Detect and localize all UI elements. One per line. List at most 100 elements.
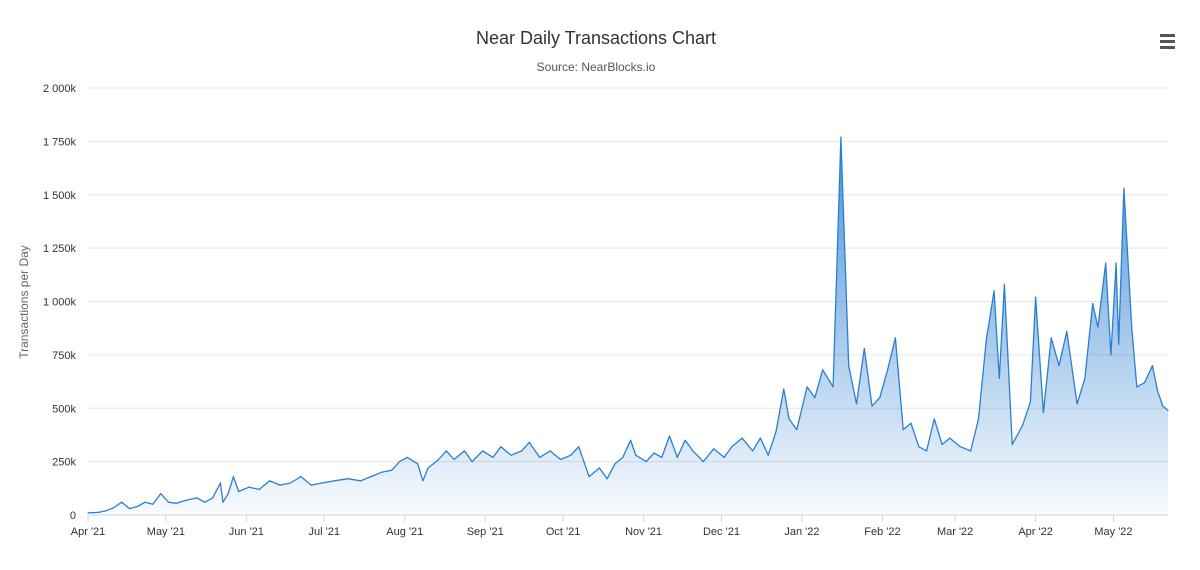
data-point — [232, 476, 234, 478]
data-point — [676, 456, 678, 458]
data-point — [635, 454, 637, 456]
data-point — [848, 365, 850, 367]
data-point — [417, 463, 419, 465]
data-point — [941, 443, 943, 446]
data-point — [1029, 401, 1031, 403]
data-point — [347, 478, 349, 480]
data-point — [310, 484, 312, 486]
data-point — [1123, 187, 1125, 189]
x-tick-label: May '21 — [147, 526, 185, 538]
data-point — [949, 437, 951, 439]
grid-lines — [88, 87, 1168, 516]
data-point — [248, 486, 250, 488]
data-point — [1115, 262, 1117, 264]
data-point — [1118, 343, 1120, 345]
data-point — [360, 480, 362, 482]
data-point — [482, 450, 484, 452]
data-point — [933, 418, 935, 420]
plot-area — [87, 136, 1169, 515]
data-point — [993, 290, 995, 292]
data-point — [894, 337, 897, 339]
y-axis-ticks: 0 250k 500k 750k 1 000k 1 250k 1 500k 1 750k 2 0… — [43, 83, 77, 522]
data-point — [630, 439, 632, 441]
x-tick-label: Mar '22 — [937, 526, 973, 538]
data-point — [998, 377, 1000, 379]
data-point — [598, 467, 601, 469]
data-point — [684, 439, 686, 441]
data-point — [902, 429, 904, 431]
data-point — [422, 480, 424, 482]
data-point — [321, 482, 323, 484]
y-tick-label: 1 250k — [43, 243, 77, 255]
data-point — [702, 461, 704, 463]
data-point — [289, 482, 292, 484]
x-tick-label: Nov '21 — [625, 526, 662, 538]
data-point — [406, 456, 408, 458]
data-point — [645, 461, 647, 463]
data-point — [97, 511, 99, 513]
data-point — [370, 476, 372, 478]
data-point — [427, 467, 429, 469]
data-point — [87, 512, 89, 514]
data-point — [713, 448, 715, 450]
data-point — [822, 369, 824, 371]
data-point — [222, 501, 224, 503]
data-point — [661, 456, 663, 458]
y-axis-title: Transactions per Day — [17, 245, 31, 359]
data-point — [1011, 443, 1013, 446]
data-point — [918, 446, 920, 448]
data-point — [588, 476, 590, 478]
data-point — [128, 508, 131, 510]
x-tick-label: Apr '22 — [1018, 526, 1053, 538]
data-point — [492, 456, 494, 458]
data-point — [1058, 365, 1060, 367]
data-point — [1144, 382, 1146, 384]
data-point — [871, 405, 873, 407]
data-point — [832, 386, 834, 388]
data-point — [653, 452, 655, 454]
y-tick-label: 750k — [52, 350, 76, 362]
data-point — [1050, 337, 1052, 339]
data-point — [219, 482, 221, 484]
data-point — [113, 506, 115, 509]
data-point — [204, 501, 206, 503]
series-area — [88, 137, 1168, 515]
data-point — [723, 456, 725, 458]
data-point — [1076, 403, 1078, 405]
data-point — [606, 478, 608, 480]
data-point — [926, 450, 928, 452]
chart-menu-button[interactable] — [1154, 27, 1182, 53]
data-point — [910, 422, 912, 424]
data-point — [783, 388, 785, 390]
data-point — [731, 446, 733, 448]
x-tick-label: May '22 — [1094, 526, 1132, 538]
data-point — [175, 502, 177, 504]
data-point — [887, 369, 889, 371]
x-tick-label: Jan '22 — [784, 526, 819, 538]
data-point — [1136, 386, 1138, 388]
data-point — [806, 386, 808, 388]
data-point — [1092, 303, 1094, 305]
data-point — [796, 429, 798, 431]
chart-subtitle: Source: NearBlocks.io — [537, 60, 656, 74]
data-point — [959, 446, 961, 448]
data-point — [741, 437, 743, 439]
data-point — [1066, 330, 1068, 332]
data-point — [1162, 405, 1164, 407]
x-tick-label: Apr '21 — [71, 526, 106, 538]
x-tick-label: Dec '21 — [703, 526, 740, 538]
series-line — [87, 136, 1169, 514]
data-point — [775, 431, 777, 433]
x-axis-ticks: Apr '21 May '21 Jun '21 Jul '21 Aug '21 Sep '… — [71, 514, 1168, 538]
data-point — [559, 458, 562, 461]
y-tick-label: 0 — [70, 510, 76, 522]
data-point — [1003, 283, 1006, 285]
data-point — [144, 501, 146, 503]
data-point — [977, 418, 980, 420]
data-point — [136, 505, 138, 508]
data-point — [300, 476, 302, 478]
data-point — [453, 458, 455, 461]
data-point — [814, 397, 816, 399]
data-point — [105, 510, 107, 512]
